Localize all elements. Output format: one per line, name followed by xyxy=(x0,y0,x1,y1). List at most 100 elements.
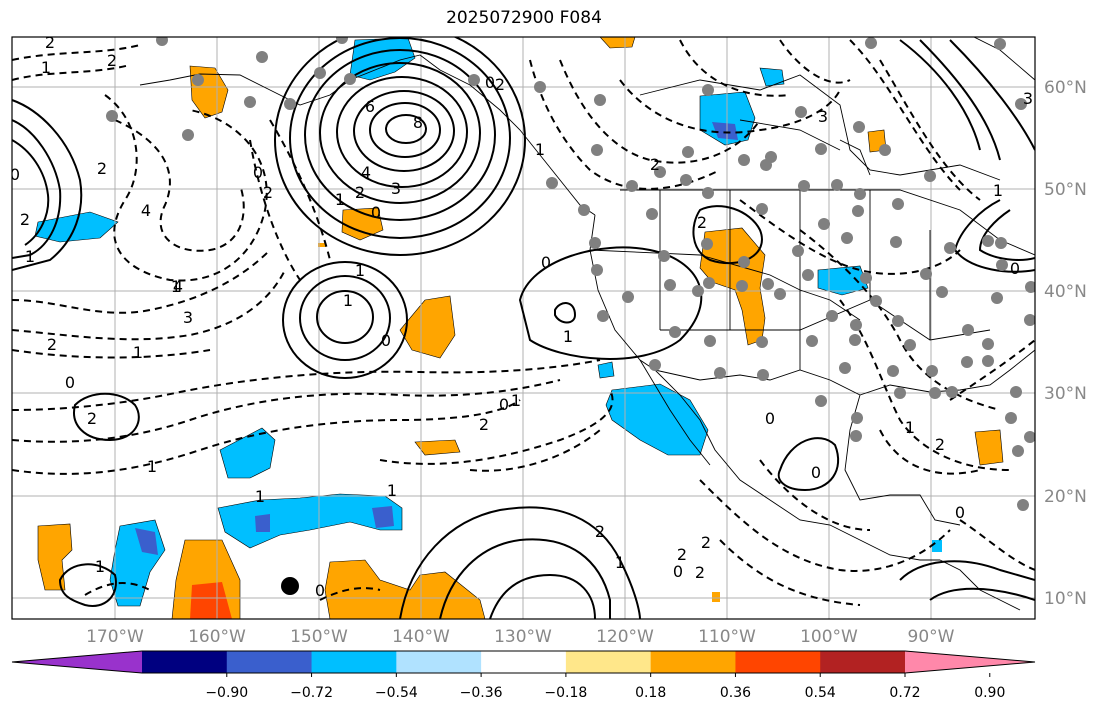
contour-label: 2 xyxy=(45,33,55,52)
colorbar-label: 0.36 xyxy=(720,685,751,701)
contour-label: 1 xyxy=(25,247,35,266)
positive-contours xyxy=(12,37,1035,619)
lon-tick-label: 170°W xyxy=(86,627,144,647)
lon-tick-label: 160°W xyxy=(188,627,246,647)
colorbar-outline xyxy=(11,650,1036,674)
negative-contours xyxy=(12,39,1035,606)
contour-label: 0 xyxy=(381,331,391,350)
lon-tick-label: 140°W xyxy=(392,627,450,647)
contour-label: 2 xyxy=(495,75,505,94)
contour-label: 4 xyxy=(141,201,151,220)
contour-label: 1 xyxy=(905,418,915,437)
contour-label: 0 xyxy=(65,373,75,392)
contour-label: 2 xyxy=(107,51,117,70)
lat-tick-label: 40°N xyxy=(1044,282,1087,302)
contour-label: 0 xyxy=(765,409,775,428)
station-markers xyxy=(106,37,1035,511)
contour-label: 2 xyxy=(479,415,489,434)
lon-tick-label: 110°W xyxy=(698,627,756,647)
contour-label: 1 xyxy=(343,291,353,310)
colorbar-label: −0.72 xyxy=(290,685,333,701)
colorbar-segment xyxy=(565,651,652,673)
contour-label: 0 xyxy=(541,253,551,272)
longitude-ticks: 170°W 160°W 150°W 140°W 130°W 120°W 110°W 100°W… xyxy=(86,627,955,647)
contour-label: 1 xyxy=(387,481,397,500)
colorbar-segment xyxy=(311,651,397,673)
contour-label: 2 xyxy=(97,159,107,178)
colorbar-segment xyxy=(905,651,1035,673)
contour-label: 2 xyxy=(47,335,57,354)
contour-label: 2 xyxy=(935,435,945,454)
lon-tick-label: 130°W xyxy=(494,627,552,647)
contour-label: 0 xyxy=(315,581,325,600)
colorbar-segment xyxy=(481,651,567,673)
contour-label: 3 xyxy=(1023,89,1033,108)
contour-label: 1 xyxy=(147,457,157,476)
colorbar-label: −0.18 xyxy=(544,685,587,701)
colorbar-segment xyxy=(735,651,821,673)
contour-label: 2 xyxy=(697,213,707,232)
contour-label: 6 xyxy=(365,97,375,116)
contour-label: 0 xyxy=(485,73,495,92)
contour-label: 2 xyxy=(677,545,687,564)
lon-tick-label: 90°W xyxy=(908,627,955,647)
contour-label: 1 xyxy=(511,391,521,410)
contour-label: 2 xyxy=(20,210,30,229)
colorbar-label: 0.18 xyxy=(635,685,666,701)
lat-tick-label: 30°N xyxy=(1044,384,1087,404)
colorbar: −0.90 −0.72 −0.54 −0.36 −0.18 0.18 0.36 0.54 0.7… xyxy=(11,650,1036,701)
contour-label: 1 xyxy=(563,327,573,346)
colorbar-segment xyxy=(650,651,736,673)
contour-label: 0 xyxy=(1010,259,1020,278)
lat-tick-label: 60°N xyxy=(1044,78,1087,98)
colorbar-segment xyxy=(396,651,482,673)
contour-label: 2 xyxy=(263,183,273,202)
contour-label: 0 xyxy=(10,165,20,184)
contour-label: 3 xyxy=(818,107,828,126)
contour-label: 1 xyxy=(133,343,143,362)
contour-label: 2 xyxy=(695,563,705,582)
contour-label: 2 xyxy=(595,522,605,541)
colorbar-label: 0.90 xyxy=(974,685,1005,701)
contour-label: 3 xyxy=(391,179,401,198)
contour-label: 1 xyxy=(255,487,265,506)
lon-tick-label: 100°W xyxy=(800,627,858,647)
colorbar-label: −0.36 xyxy=(460,685,503,701)
contour-label: 1 xyxy=(993,181,1003,200)
colorbar-segment xyxy=(820,651,906,673)
contour-label: 0 xyxy=(499,395,509,414)
contour-label: 2 xyxy=(87,409,97,428)
map-title: 2025072900 F084 xyxy=(446,8,602,28)
contour-label: 1 xyxy=(41,58,51,77)
contour-label: 0 xyxy=(673,562,683,581)
contour-label: 1 xyxy=(355,261,365,280)
contour-label: 4 xyxy=(361,163,371,182)
contour-label: 1 xyxy=(615,553,625,572)
colorbar-label: 0.54 xyxy=(805,685,836,701)
contour-label: 0 xyxy=(253,163,263,182)
colorbar-segment xyxy=(12,651,142,673)
contour-label: 3 xyxy=(183,308,193,327)
contour-label: 1 xyxy=(335,190,345,209)
contour-label: 0 xyxy=(371,203,381,222)
contour-label: 0 xyxy=(955,503,965,522)
colorbar-segment xyxy=(142,651,228,673)
contour-label: 1 xyxy=(171,277,181,296)
colorbar-label: −0.90 xyxy=(205,685,248,701)
contour-label: 2 xyxy=(355,183,365,202)
contour-label: 0 xyxy=(811,463,821,482)
marker-dot xyxy=(281,577,299,595)
contour-label: 2 xyxy=(650,155,660,174)
contour-label: 1 xyxy=(95,557,105,576)
lat-tick-label: 20°N xyxy=(1044,487,1087,507)
contour-label: 4 xyxy=(173,277,183,296)
coastlines xyxy=(139,37,1035,611)
lat-tick-label: 10°N xyxy=(1044,589,1087,609)
latitude-ticks: 60°N 50°N 40°N 30°N 20°N 10°N xyxy=(1044,78,1087,609)
lon-tick-label: 120°W xyxy=(596,627,654,647)
map-frame xyxy=(11,36,1036,620)
contour-label: 2 xyxy=(701,533,711,552)
contour-label: 1 xyxy=(535,140,545,159)
lon-tick-label: 150°W xyxy=(290,627,348,647)
